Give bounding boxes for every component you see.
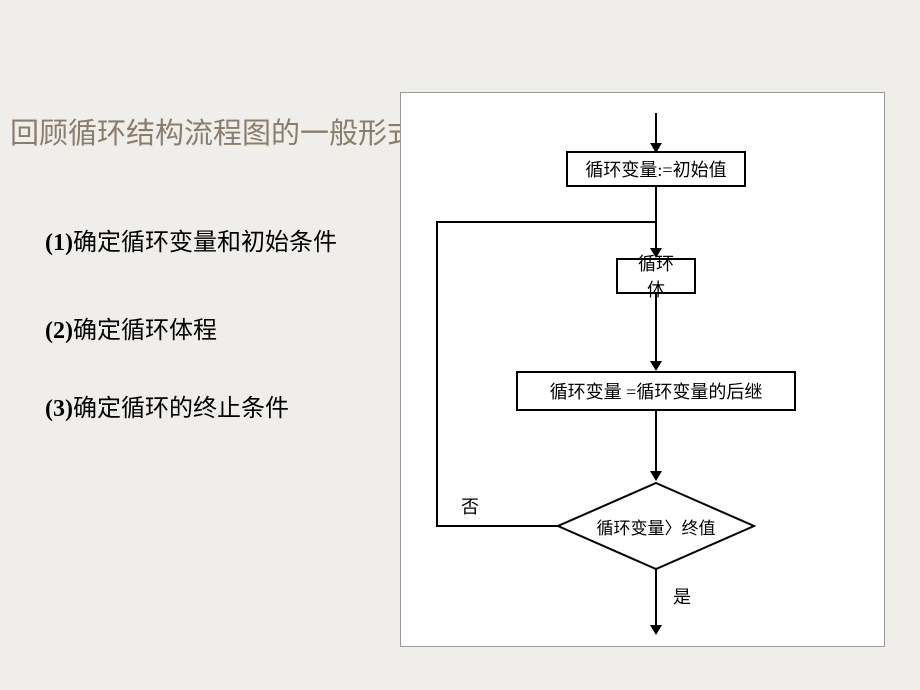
point-1-number: (1) <box>45 230 73 256</box>
node-init: 循环变量:=初始值 <box>566 151 746 187</box>
arrow-icon <box>650 625 662 635</box>
bullet-point-1: (1)确定循环变量和初始条件 <box>45 222 337 257</box>
label-no: 否 <box>461 493 479 519</box>
arrow-icon <box>650 361 662 371</box>
flow-line-yes <box>655 569 657 629</box>
flow-line <box>655 294 657 366</box>
flow-line <box>655 411 657 476</box>
node-decision: 循环变量〉终值 <box>556 481 756 571</box>
label-yes: 是 <box>673 583 691 609</box>
node-body: 循环体 <box>616 258 696 294</box>
point-3-number: (3) <box>45 396 73 422</box>
bullet-point-3: (3)确定循环的终止条件 <box>45 388 289 423</box>
decision-label: 循环变量〉终值 <box>556 481 756 571</box>
arrow-icon <box>650 471 662 481</box>
slide-title: 回顾循环结构流程图的一般形式 <box>10 110 416 152</box>
flow-line <box>655 187 657 253</box>
flowchart-diagram: 循环变量:=初始值 循环体 循环变量 =循环变量的后继 循环变量〉终值 <box>400 92 885 647</box>
point-3-text: 确定循环的终止条件 <box>73 396 289 422</box>
flow-line-no <box>436 221 438 527</box>
point-1-text: 确定循环变量和初始条件 <box>73 230 337 256</box>
node-update: 循环变量 =循环变量的后继 <box>516 371 796 411</box>
flow-line-no <box>436 221 655 223</box>
flow-line-no <box>436 525 558 527</box>
point-2-number: (2) <box>45 318 73 344</box>
bullet-point-2: (2)确定循环体程 <box>45 310 217 345</box>
slide-content: 回顾循环结构流程图的一般形式 (1)确定循环变量和初始条件 (2)确定循环体程 … <box>0 0 920 690</box>
point-2-text: 确定循环体程 <box>73 318 217 344</box>
